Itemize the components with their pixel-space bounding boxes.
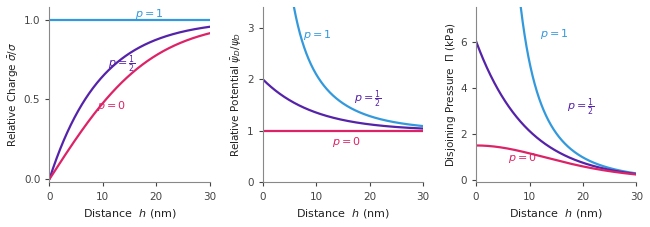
Text: $p = 1$: $p = 1$: [303, 28, 332, 42]
X-axis label: Distance  $h$ (nm): Distance $h$ (nm): [296, 207, 390, 220]
Y-axis label: Relative Charge $\bar{\sigma}/\sigma$: Relative Charge $\bar{\sigma}/\sigma$: [7, 42, 21, 147]
Text: $p = \frac{1}{2}$: $p = \frac{1}{2}$: [354, 89, 382, 110]
X-axis label: Distance  $h$ (nm): Distance $h$ (nm): [510, 207, 603, 220]
Text: $p = 1$: $p = 1$: [540, 27, 569, 41]
Text: $p = \frac{1}{2}$: $p = \frac{1}{2}$: [108, 54, 136, 75]
Y-axis label: Disjoining Pressure  $\Pi$ (kPa): Disjoining Pressure $\Pi$ (kPa): [444, 22, 458, 167]
X-axis label: Distance  $h$ (nm): Distance $h$ (nm): [83, 207, 177, 220]
Text: $p = 1$: $p = 1$: [135, 7, 164, 21]
Y-axis label: Relative Potential $\bar{\psi}_D/\psi_D$: Relative Potential $\bar{\psi}_D/\psi_D$: [230, 32, 244, 157]
Text: $p = 0$: $p = 0$: [98, 99, 127, 113]
Text: $p = 0$: $p = 0$: [508, 151, 538, 165]
Text: $p = 0$: $p = 0$: [332, 135, 361, 149]
Text: $p = \frac{1}{2}$: $p = \frac{1}{2}$: [567, 97, 595, 118]
